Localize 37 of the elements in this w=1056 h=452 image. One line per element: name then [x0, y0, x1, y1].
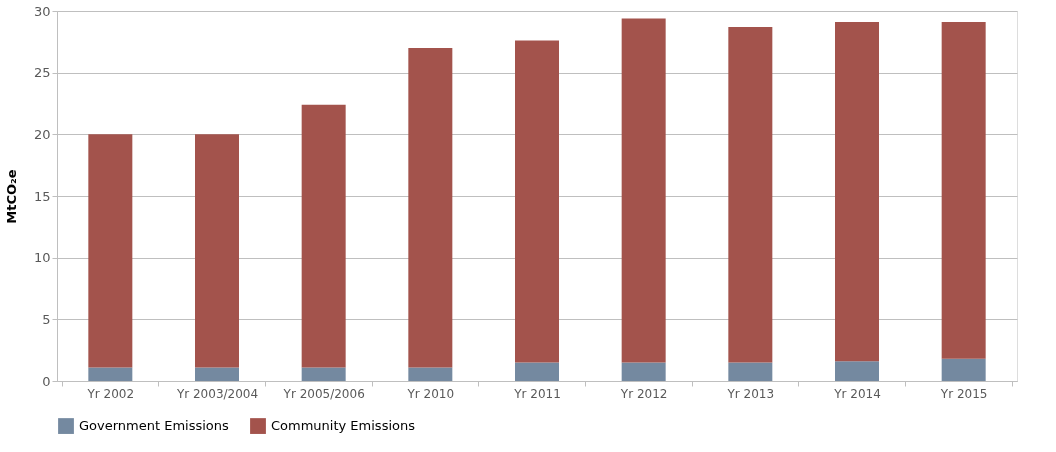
bar	[621, 362, 666, 381]
y-axis-title: MtCO₂e	[3, 169, 19, 224]
y-tick-label: 30	[33, 3, 51, 19]
bar	[728, 362, 773, 381]
y-tick-label: 20	[33, 126, 51, 142]
x-tick-label: Yr 2013	[726, 386, 775, 401]
bar	[835, 22, 879, 362]
bar	[88, 134, 133, 368]
y-tick-label: 15	[33, 188, 51, 204]
bar	[941, 358, 986, 381]
y-tick-label: 5	[42, 311, 51, 327]
x-tick-label: Yr 2014	[833, 386, 881, 401]
legend-label: Government Emissions	[79, 418, 230, 434]
y-tick-label: 0	[42, 373, 51, 389]
legend-label: Community Emissions	[271, 418, 416, 434]
x-tick-label: Yr 2003/2004	[175, 386, 259, 401]
bar	[408, 367, 453, 381]
bar	[301, 104, 346, 368]
bar	[195, 367, 239, 381]
y-tick-label: 25	[33, 65, 51, 81]
bar	[941, 22, 986, 359]
bar	[728, 27, 773, 363]
x-tick-label: Yr 2012	[619, 386, 668, 401]
x-tick-label: Yr 2011	[513, 386, 561, 401]
bar	[88, 367, 133, 381]
bar	[408, 48, 453, 368]
bar	[301, 367, 346, 381]
y-tick-label: 10	[33, 250, 51, 266]
x-tick-label: Yr 2002	[86, 386, 135, 401]
x-tick-label: Yr 2005/2006	[282, 386, 365, 401]
bar	[515, 362, 559, 381]
bar	[515, 40, 559, 363]
bar	[621, 18, 666, 363]
bar	[835, 361, 879, 381]
x-tick-label: Yr 2015	[939, 386, 988, 401]
x-tick-label: Yr 2010	[406, 386, 455, 401]
bar	[195, 134, 239, 368]
